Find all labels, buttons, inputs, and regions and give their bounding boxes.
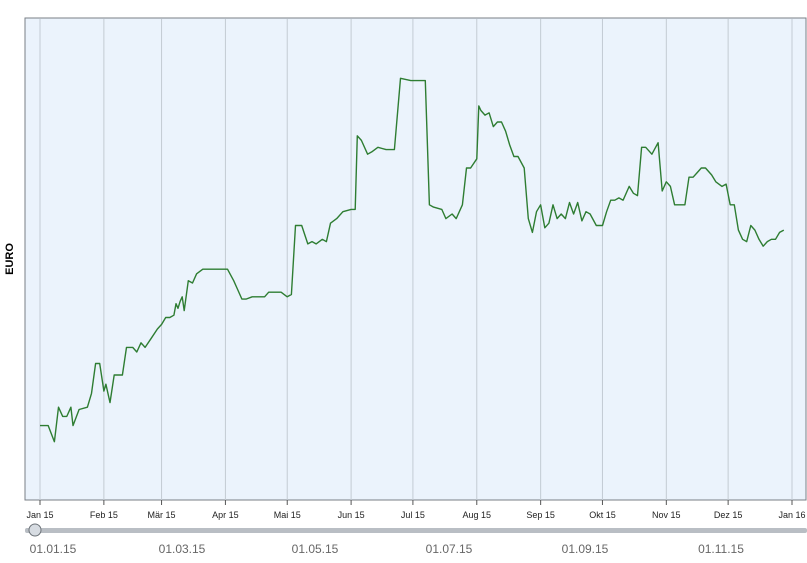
- x-tick-label: Jul 15: [401, 510, 425, 520]
- series-group: [40, 77, 785, 443]
- x-tick-label: Mai 15: [274, 510, 301, 520]
- x-tick-label: Dez 15: [714, 510, 743, 520]
- x-tick-label: Okt 15: [589, 510, 616, 520]
- x-tick-label: Sep 15: [526, 510, 555, 520]
- range-date-label: 01.07.15: [425, 542, 473, 556]
- plot-area: [24, 17, 807, 501]
- range-slider-handle[interactable]: [28, 523, 42, 537]
- x-tick-label: Jun 15: [338, 510, 365, 520]
- range-date-label: 01.05.15: [291, 542, 339, 556]
- price-series-line: [40, 77, 785, 443]
- range-date-label: 01.09.15: [561, 542, 609, 556]
- range-date-label: 01.03.15: [158, 542, 206, 556]
- grid-lines: [39, 19, 793, 500]
- x-tick-label: Mär 15: [148, 510, 176, 520]
- x-tick-label: Jan 16: [778, 510, 805, 520]
- x-axis: Jan 15 Feb 15 Mär 15 Apr 15 Mai 15 Jun 15 Jul …: [26, 500, 806, 520]
- x-tick-label: Nov 15: [652, 510, 681, 520]
- range-date-label: 01.11.15: [698, 542, 744, 556]
- y-axis-label: EURO: [4, 243, 16, 275]
- x-tick-label: Jan 15: [26, 510, 53, 520]
- x-tick-label: Feb 15: [90, 510, 118, 520]
- range-date-label: 01.01.15: [29, 542, 77, 556]
- x-tick-label: Aug 15: [463, 510, 492, 520]
- x-tick-label: Apr 15: [212, 510, 239, 520]
- range-slider-track[interactable]: [25, 528, 807, 533]
